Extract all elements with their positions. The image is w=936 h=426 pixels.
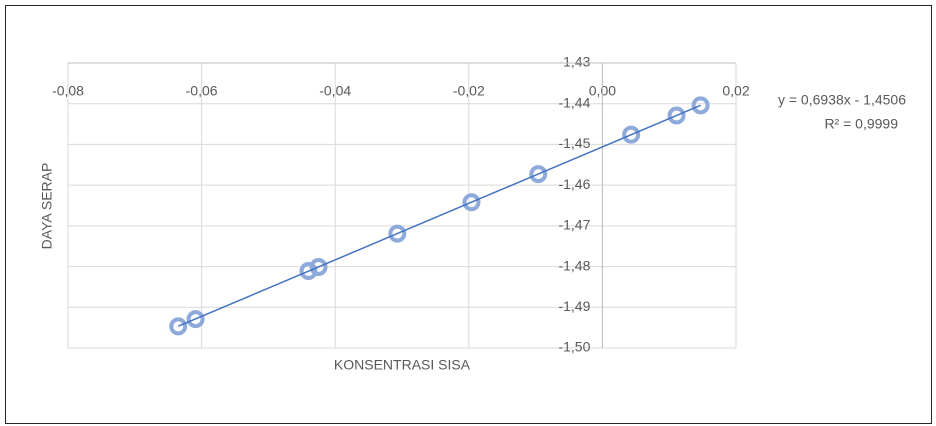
x-tick-label: -0,08 [52, 83, 84, 99]
y-tick-label: -1,43 [558, 54, 590, 70]
data-point [691, 96, 710, 115]
x-tick-label: -0,06 [186, 83, 218, 99]
trendline-equation: y = 0,6938x - 1,4506 [778, 92, 906, 108]
data-point [529, 165, 548, 184]
x-axis-title: KONSENTRASI SISA [334, 357, 471, 373]
y-tick-label: -1,44 [558, 94, 590, 110]
y-tick-label: -1,45 [558, 135, 590, 151]
data-point [309, 257, 328, 276]
data-point [622, 125, 641, 144]
trendline [177, 104, 701, 327]
data-point [388, 224, 407, 243]
data-point [462, 193, 481, 212]
y-tick-label: -1,47 [558, 217, 590, 233]
y-axis-title: DAYA SERAP [39, 163, 55, 250]
y-tick-label: -1,49 [558, 298, 590, 314]
x-tick-label: -0,04 [319, 83, 351, 99]
trendline-r2: R² = 0,9999 [824, 116, 898, 132]
y-tick-label: -1,48 [558, 257, 590, 273]
y-tick-label: -1,46 [558, 176, 590, 192]
data-point [186, 310, 205, 329]
y-tick-label: -1,50 [558, 339, 590, 355]
data-point [667, 106, 686, 125]
x-tick-label: 0,02 [722, 83, 749, 99]
x-tick-label: -0,02 [453, 83, 485, 99]
data-point [169, 317, 188, 336]
